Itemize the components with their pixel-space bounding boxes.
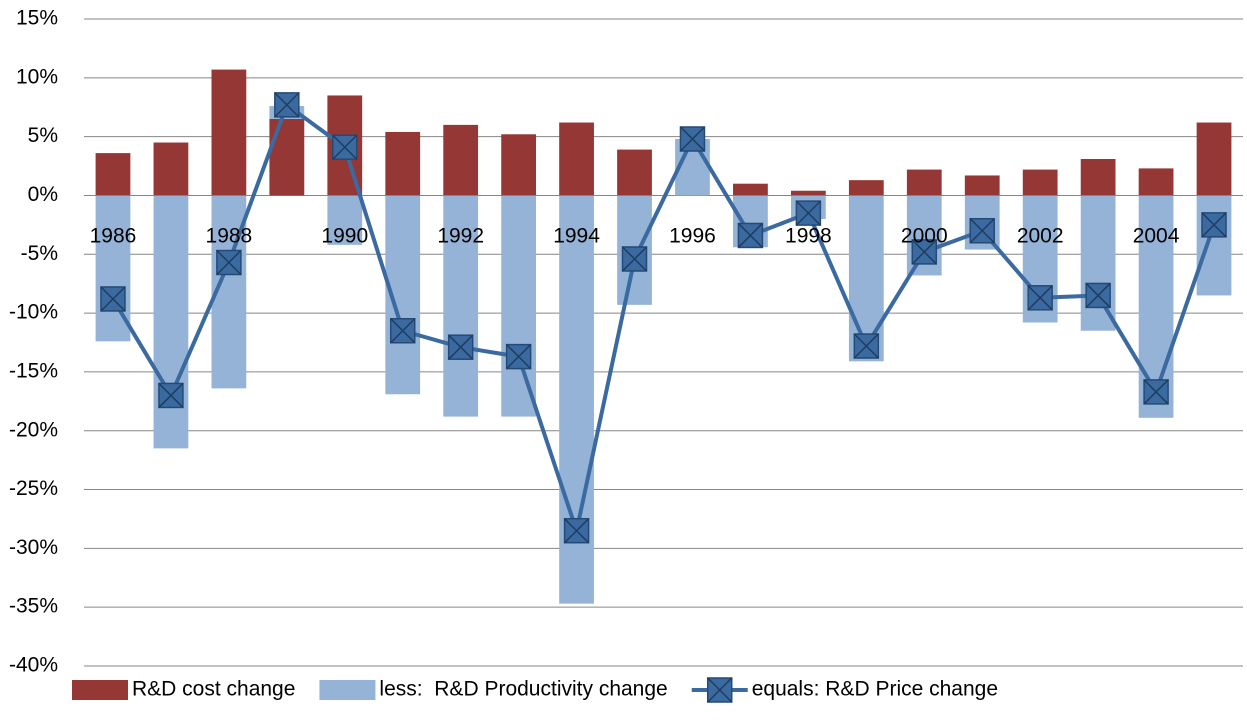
y-tick-label: -25%	[9, 477, 58, 500]
bar	[1138, 168, 1174, 196]
marker	[1085, 282, 1111, 309]
bar	[906, 169, 942, 196]
y-tick-label: 15%	[16, 7, 58, 30]
legend-label: less: R&D Productivity change	[379, 678, 667, 701]
marker	[274, 92, 300, 118]
marker-cross	[564, 518, 590, 544]
x-tick-label: 1996	[669, 225, 716, 248]
marker-cross	[1201, 212, 1227, 238]
marker	[1143, 379, 1169, 405]
marker-cross	[506, 344, 532, 370]
marker-cross	[1027, 285, 1053, 311]
legend-swatch	[319, 680, 376, 700]
bar	[1022, 169, 1058, 196]
y-tick-label: 10%	[16, 65, 58, 88]
marker-cross	[1143, 379, 1169, 405]
marker	[621, 246, 648, 272]
marker-cross	[216, 249, 242, 276]
marker-cross	[707, 677, 733, 703]
marker	[1201, 212, 1227, 238]
bar	[1196, 122, 1232, 196]
marker-cross	[911, 239, 937, 265]
marker-cross	[390, 318, 416, 344]
marker	[969, 217, 995, 244]
y-tick-label: -35%	[9, 595, 58, 618]
x-tick-label: 1992	[437, 225, 484, 248]
marker	[795, 200, 822, 226]
x-tick-label: 1994	[553, 225, 600, 248]
bar	[1196, 195, 1232, 296]
y-tick-label: -5%	[21, 242, 58, 265]
bar	[1080, 195, 1116, 331]
x-tick-label: 1988	[206, 225, 253, 248]
bar	[269, 118, 305, 196]
bar	[790, 190, 826, 196]
bar	[153, 195, 189, 449]
bar	[1080, 158, 1116, 196]
marker-cross	[274, 92, 300, 118]
marker-cross	[158, 382, 184, 408]
bar	[95, 153, 131, 196]
marker-cross	[969, 218, 995, 244]
bar	[559, 122, 594, 196]
marker	[447, 334, 474, 360]
bar	[501, 134, 537, 196]
bar	[848, 180, 884, 196]
legend-swatch	[72, 680, 128, 700]
marker-cross	[621, 246, 648, 272]
marker-cross	[679, 126, 706, 152]
marker-cross	[100, 286, 126, 312]
x-tick-label: 1986	[90, 225, 137, 248]
y-tick-label: -40%	[9, 654, 58, 677]
bar	[443, 124, 479, 196]
x-tick-label: 2000	[901, 225, 948, 248]
marker	[216, 249, 242, 276]
marker	[853, 333, 880, 359]
marker	[100, 286, 126, 312]
marker	[706, 677, 733, 703]
y-tick-label: 0%	[28, 183, 58, 206]
y-tick-label: 5%	[28, 124, 58, 147]
marker	[332, 134, 358, 160]
marker	[158, 382, 184, 409]
y-tick-label: -30%	[9, 536, 58, 559]
bar	[443, 195, 479, 417]
y-tick-label: -15%	[9, 359, 58, 382]
bar	[617, 149, 652, 196]
marker-cross	[853, 333, 879, 359]
bar	[385, 131, 421, 196]
marker-cross	[448, 334, 474, 360]
marker-cross	[1085, 282, 1111, 308]
marker-cross	[795, 200, 821, 226]
marker	[505, 343, 532, 370]
bar	[733, 183, 768, 196]
x-tick-label: 2002	[1017, 225, 1064, 248]
marker	[911, 239, 938, 265]
legend-label: equals: R&D Price change	[752, 678, 998, 701]
marker-cross	[332, 134, 358, 160]
y-tick-label: -10%	[9, 301, 58, 324]
marker	[563, 517, 590, 544]
x-tick-label: 2004	[1133, 225, 1180, 248]
x-tick-label: 1998	[785, 225, 832, 248]
bar	[327, 195, 363, 245]
y-tick-label: -20%	[9, 418, 58, 441]
bar	[964, 175, 1000, 196]
bar	[211, 69, 247, 196]
bar	[501, 195, 537, 417]
legend-label: R&D cost change	[132, 678, 295, 701]
x-tick-label: 1990	[321, 225, 368, 248]
marker	[679, 126, 706, 152]
bar	[153, 142, 189, 196]
marker	[389, 317, 416, 344]
marker-cross	[737, 222, 763, 248]
marker	[1027, 285, 1053, 311]
marker	[737, 222, 764, 249]
